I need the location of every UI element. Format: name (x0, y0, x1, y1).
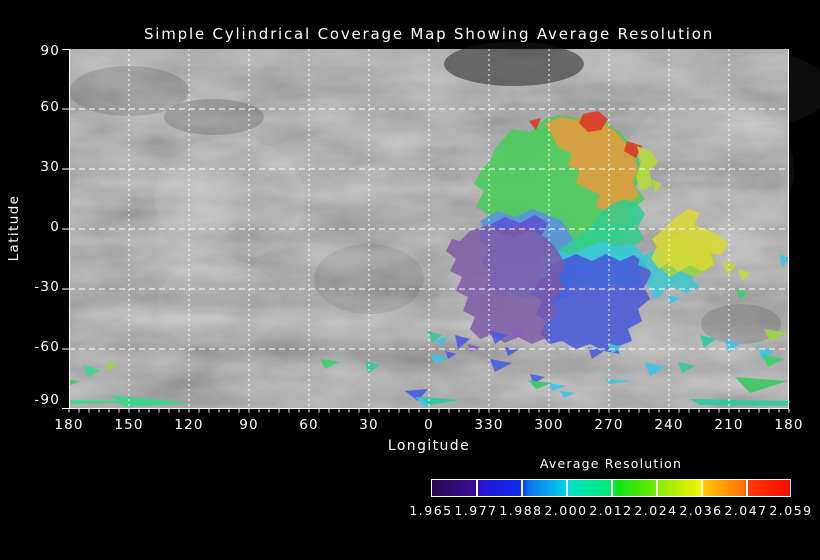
coverage-patch-shard (512, 329, 524, 339)
coverage-patch-shard (468, 344, 480, 352)
coverage-patch-yellow-speck (722, 261, 736, 275)
y-tick-label: 90 (40, 43, 60, 59)
coverage-patch-shard (490, 359, 512, 372)
coverage-patch-south-strip (110, 395, 192, 407)
coverage-patch-yellow-speck (738, 269, 750, 281)
x-tick-label: 330 (474, 417, 504, 433)
coverage-patch-shard (764, 329, 788, 341)
colorbar-segment-divider (656, 480, 658, 496)
coverage-patch-shard (735, 377, 788, 393)
colorbar-segment-divider (611, 480, 613, 496)
colorbar-tick-label: 2.012 (589, 503, 633, 518)
coverage-patch-orange-north (545, 116, 639, 227)
colorbar-segment-divider (701, 480, 703, 496)
colorbar-title: Average Resolution (539, 456, 683, 471)
grid-lines (69, 49, 789, 409)
coverage-patch-shard (736, 289, 748, 299)
coverage-patch-shard (105, 362, 118, 371)
y-tick-label: -90 (34, 392, 60, 408)
coverage-patch-shard (560, 391, 575, 398)
colorbar-tick-label: 2.047 (724, 503, 768, 518)
colorbar-tick-label: 2.024 (634, 503, 678, 518)
coverage-patch-shard (780, 254, 790, 267)
dark-terrain-patch (444, 42, 584, 86)
colorbar-tick-label: 2.036 (679, 503, 723, 518)
coverage-patch-shard (548, 383, 566, 391)
y-tick-label: 0 (50, 219, 60, 235)
coverage-patch-south-strip (420, 397, 460, 405)
coverage-patch-blue-south (532, 254, 652, 354)
colorbar-tick-label: 1.988 (499, 503, 543, 518)
map-plot-area (62, 42, 820, 413)
coverage-patch-shard (700, 335, 716, 348)
x-tick-label: 240 (654, 417, 684, 433)
y-tick-label: 30 (40, 159, 60, 175)
coverage-patch-shard (645, 362, 665, 376)
basemap-texture (69, 42, 820, 409)
coverage-patch-yellowgreen-sliver (636, 146, 658, 191)
x-tick-label: 270 (594, 417, 624, 433)
coverage-patch-purple-southwest (446, 225, 565, 344)
coverage-patch-shard (436, 337, 448, 347)
colorbar (431, 479, 791, 497)
coverage-patch-shard (668, 295, 680, 304)
colorbar-segment-divider (746, 480, 748, 496)
coverage-patch-shard (650, 289, 665, 299)
bright-palimpsest-feature (155, 137, 305, 261)
coverage-patch-shard (678, 362, 695, 373)
x-tick-label: 60 (299, 417, 319, 433)
colorbar-tick-label: 2.059 (769, 503, 813, 518)
x-tick-label: 210 (714, 417, 744, 433)
coverage-patch-shard (758, 347, 774, 360)
coverage-patch-red-patch (624, 141, 642, 158)
coverage-patch-yellowgreen-sliver (652, 179, 662, 193)
x-axis-title: Longitude (387, 438, 471, 454)
y-tick-label: -30 (34, 279, 60, 295)
coverage-patch-shard (605, 379, 632, 384)
colorbar-segment-divider (566, 480, 568, 496)
x-tick-label: 30 (359, 417, 379, 433)
coverage-map (62, 42, 820, 413)
colorbar-tick-label: 1.977 (454, 503, 498, 518)
coverage-patch-south-strip (70, 400, 155, 404)
coverage-overlay (69, 111, 790, 407)
coverage-patch-shard (320, 359, 340, 369)
coverage-patch-shard (455, 335, 470, 349)
coverage-patch-shard (445, 351, 456, 359)
colorbar-segment-divider (476, 480, 478, 496)
colorbar-tick-labels: 1.965 1.977 1.988 2.000 2.012 2.024 2.036 2.047… (409, 503, 811, 519)
coverage-patch-shard (428, 331, 442, 343)
coverage-patch-shard (490, 331, 508, 344)
coverage-patch-shard (528, 380, 552, 389)
x-tick-label: 120 (174, 417, 204, 433)
x-tick-label: 180 (54, 417, 84, 433)
coverage-patch-shard (69, 379, 80, 385)
x-tick-labels: 180 150 120 90 60 30 0 330 300 270 240 210 180 (54, 417, 802, 435)
y-tick-labels: 90 60 30 0 -30 -60 -90 (0, 43, 62, 409)
colorbar-tick-label: 2.000 (544, 503, 588, 518)
y-tick-label: 60 (40, 99, 60, 115)
coverage-patch-red-patch (529, 118, 541, 130)
coverage-patch-shard (83, 364, 100, 377)
x-tick-label: 180 (774, 417, 804, 433)
x-tick-label: 0 (424, 417, 434, 433)
coverage-patch-yellow-arm (651, 209, 728, 272)
coverage-patch-shard (762, 354, 784, 367)
axis-frame (62, 49, 790, 413)
coverage-patch-shard (588, 347, 604, 359)
coverage-patch-shard (405, 389, 428, 401)
x-tick-label: 150 (114, 417, 144, 433)
colorbar-segment-divider (521, 480, 523, 496)
colorbar-tick-label: 1.965 (409, 503, 453, 518)
coverage-patch-red-patch (579, 111, 608, 132)
plot-title: Simple Cylindrical Coverage Map Showing … (143, 25, 715, 43)
x-tick-label: 90 (239, 417, 259, 433)
coverage-patch-south-strip (690, 399, 790, 406)
x-tick-label: 300 (534, 417, 564, 433)
y-tick-label: -60 (34, 339, 60, 355)
coverage-patch-shard (430, 354, 448, 364)
